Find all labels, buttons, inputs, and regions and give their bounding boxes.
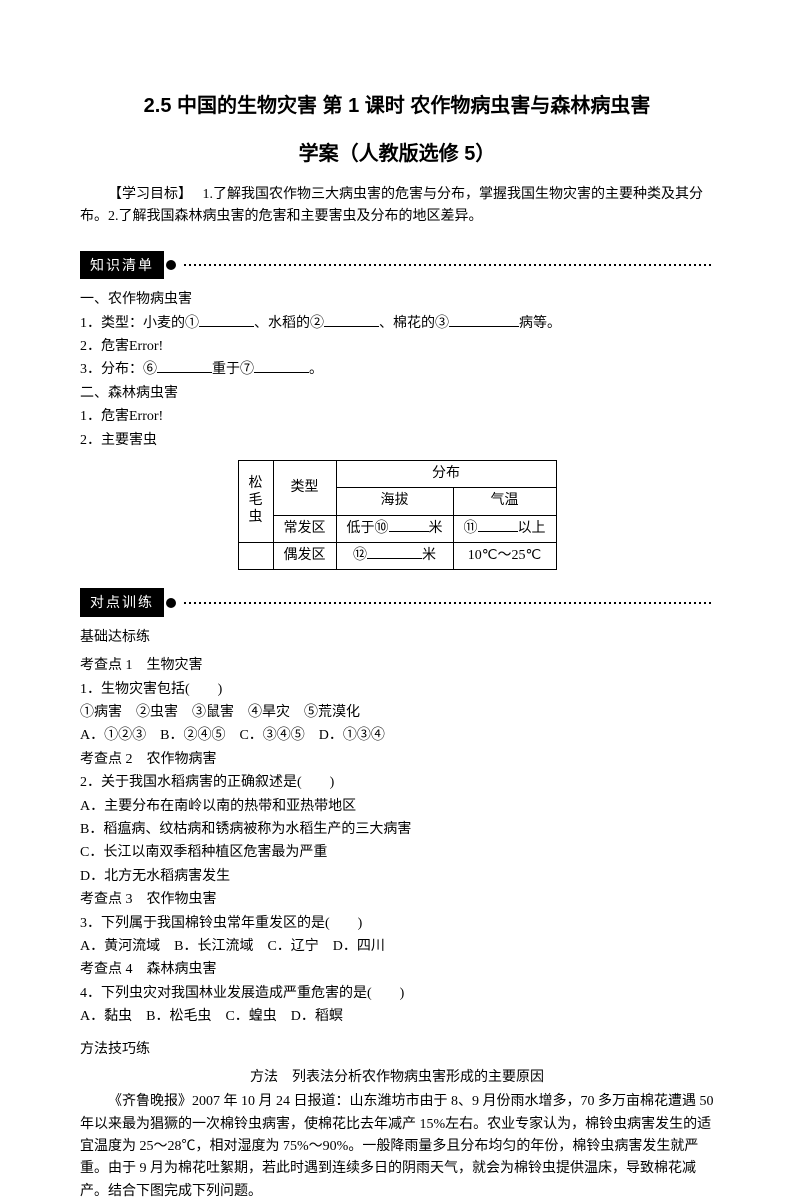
knowledge-list: 一、农作物病虫害 1．类型：小麦的① 、水稻的② 、棉花的③ 病等。 2．危害Erro… [80,289,714,452]
table-header-alt: 海拔 [336,488,453,515]
blank-11 [478,518,518,532]
pest-table: 松毛虫 类型 分布 海拔 气温 常发区 低于⑩米 ⑪以上 偶发区 ⑫米 10℃～… [238,460,557,571]
blank-12 [367,545,422,559]
banner-label: 知识清单 [80,251,164,279]
table-cell: 10℃～25℃ [453,543,556,570]
heading-2: 二、森林病虫害 [80,383,714,405]
question-2: 考查点 2 农作物病害 2．关于我国水稻病害的正确叙述是( ) A．主要分布在南… [80,749,714,888]
section-banner-knowledge: 知识清单 [80,251,714,279]
objectives-label: 【学习目标】 [108,187,192,202]
q-stem: 2．关于我国水稻病害的正确叙述是( ) [80,772,714,794]
line-harm: 2．危害Error! [80,336,714,358]
q-option-b: B．稻瘟病、纹枯病和锈病被称为水稻生产的三大病害 [80,819,714,841]
text: 、棉花的③ [379,316,449,331]
text: 米 [429,521,443,536]
text: 病等。 [519,316,561,331]
blank-7 [254,359,309,373]
objectives: 【学习目标】 1.了解我国农作物三大病虫害的危害与分布，掌握我国生物灾害的主要种… [80,184,714,229]
blank-1 [199,313,254,327]
text: ⑪ [464,521,478,536]
text: 。 [309,362,323,377]
banner-line [184,264,714,266]
q-choices: A．黄河流域 B．长江流域 C．辽宁 D．四川 [80,936,714,958]
blank-3 [449,313,519,327]
q-point: 考查点 3 农作物虫害 [80,889,714,911]
text: 3．分布：⑥ [80,362,157,377]
table-cell: 常发区 [273,515,336,542]
table-cell: ⑫米 [336,543,453,570]
text: 米 [422,548,436,563]
table-cell: 偶发区 [273,543,336,570]
banner-dot-icon [166,260,176,270]
reading-passage: 《齐鲁晚报》2007 年 10 月 24 日报道：山东潍坊市由于 8、9 月份雨… [80,1091,714,1203]
q-choices: A．黏虫 B．松毛虫 C．蝗虫 D．稻螟 [80,1006,714,1028]
blank-2 [324,313,379,327]
table-header-temp: 气温 [453,488,556,515]
page-title: 2.5 中国的生物灾害 第 1 课时 农作物病虫害与森林病虫害 [80,90,714,122]
text: 1．类型：小麦的① [80,316,199,331]
q-stem: 4．下列虫灾对我国林业发展造成严重危害的是( ) [80,983,714,1005]
table-cell: ⑪ 以上 [453,515,556,542]
q-point: 考查点 1 生物灾害 [80,655,714,677]
blank-10 [389,518,429,532]
question-3: 考查点 3 农作物虫害 3．下列属于我国棉铃虫常年重发区的是( ) A．黄河流域… [80,889,714,958]
q-option-c: C．长江以南双季稻种植区危害最为严重 [80,842,714,864]
text: 重于⑦ [212,362,254,377]
banner-dot-icon [166,598,176,608]
table-header-dist: 分布 [336,460,556,487]
section-banner-practice: 对点训练 [80,588,714,616]
q-choices: A．①②③ B．②④⑤ C．③④⑤ D．①③④ [80,725,714,747]
method-heading: 方法技巧练 [80,1039,714,1061]
q-stem: 3．下列属于我国棉铃虫常年重发区的是( ) [80,913,714,935]
q-option-d: D．北方无水稻病害发生 [80,866,714,888]
q-options-line: ①病害 ②虫害 ③鼠害 ④旱灾 ⑤荒漠化 [80,702,714,724]
q-point: 考查点 4 森林病虫害 [80,959,714,981]
method-title: 方法 列表法分析农作物病虫害形成的主要原因 [80,1067,714,1089]
text: 以上 [518,521,546,536]
question-1: 考查点 1 生物灾害 1．生物灾害包括( ) ①病害 ②虫害 ③鼠害 ④旱灾 ⑤… [80,655,714,748]
banner-line [184,602,714,604]
table-header-type: 类型 [273,460,336,515]
q-point: 考查点 2 农作物病害 [80,749,714,771]
question-4: 考查点 4 森林病虫害 4．下列虫灾对我国林业发展造成严重危害的是( ) A．黏… [80,959,714,1028]
basic-heading: 基础达标练 [80,627,714,649]
text: 低于⑩ [347,521,389,536]
page-subtitle: 学案（人教版选修 5） [80,138,714,170]
line-types: 1．类型：小麦的① 、水稻的② 、棉花的③ 病等。 [80,313,714,335]
text: ⑫ [353,548,367,563]
q-option-a: A．主要分布在南岭以南的热带和亚热带地区 [80,796,714,818]
banner-label: 对点训练 [80,588,164,616]
heading-1: 一、农作物病虫害 [80,289,714,311]
table-rowspan-label: 松毛虫 [238,460,273,542]
text: 、水稻的② [254,316,324,331]
blank-6 [157,359,212,373]
line-dist: 3．分布：⑥ 重于⑦ 。 [80,359,714,381]
q-stem: 1．生物灾害包括( ) [80,679,714,701]
table-cell: 低于⑩ 米 [336,515,453,542]
line-harm-2: 1．危害Error! [80,406,714,428]
line-pest: 2．主要害虫 [80,430,714,452]
